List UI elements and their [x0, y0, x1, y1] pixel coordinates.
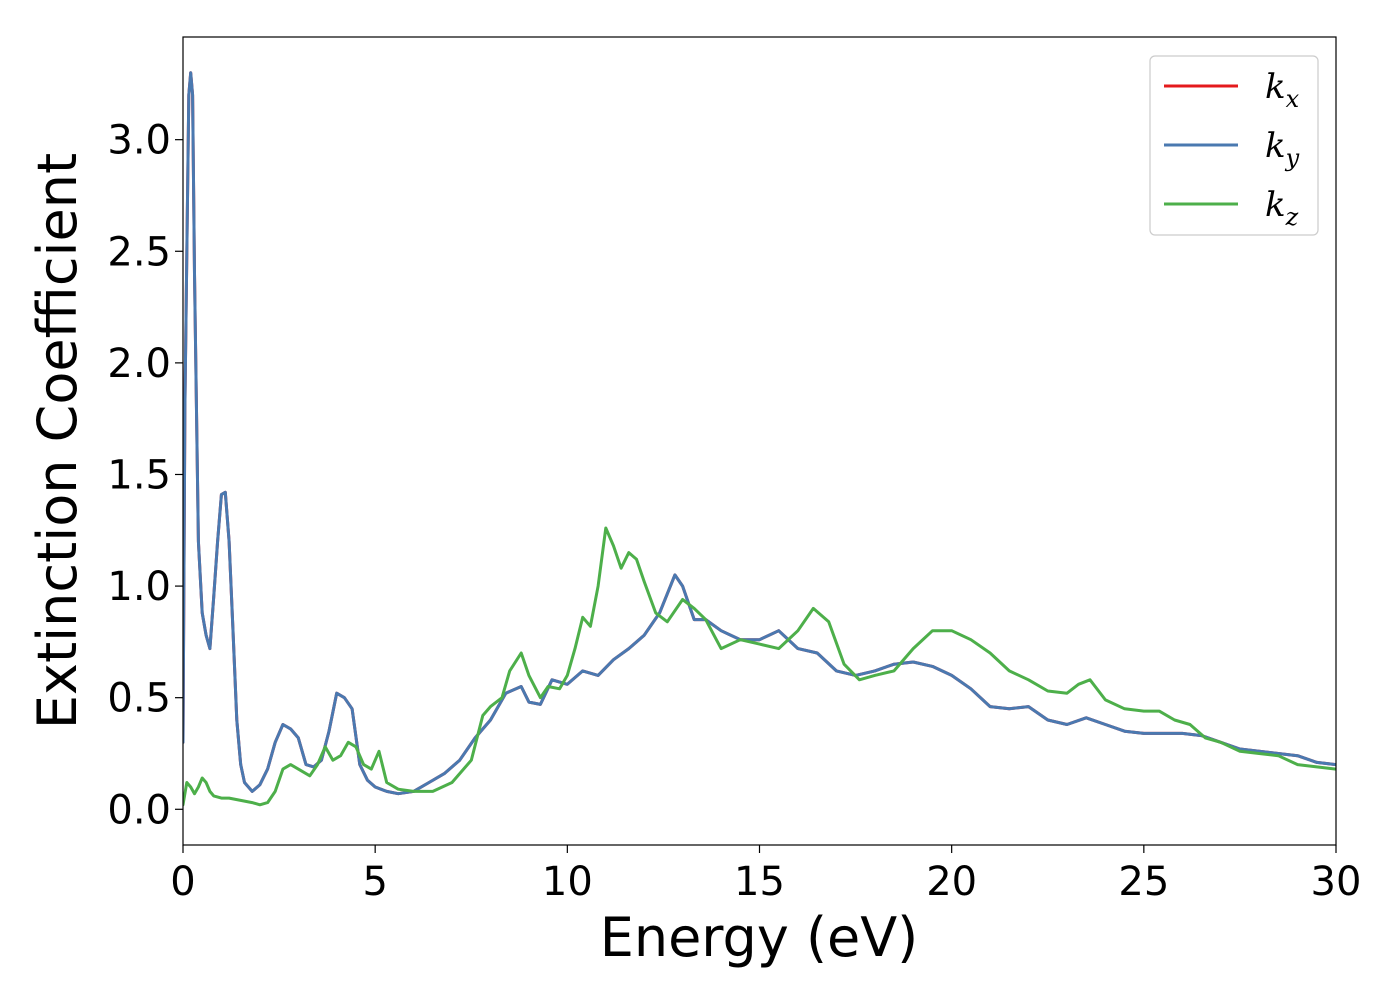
- y-tick-label: 2.5: [107, 229, 171, 275]
- series-line-z: [183, 526, 1336, 807]
- x-tick-label: 0: [170, 859, 195, 905]
- series-layer: [183, 71, 1336, 807]
- x-tick-label: 10: [542, 859, 593, 905]
- y-tick-label: 2.0: [107, 341, 171, 387]
- series-line-y: [183, 71, 1336, 796]
- y-tick-label: 1.0: [107, 564, 171, 610]
- y-axis-title: Extinction Coefficient: [26, 153, 89, 729]
- y-tick-label: 0.0: [107, 787, 171, 833]
- y-tick-label: 0.5: [107, 676, 171, 722]
- x-axis-title: Energy (eV): [600, 906, 919, 969]
- x-tick-label: 15: [734, 859, 785, 905]
- x-tick-label: 30: [1311, 859, 1362, 905]
- y-tick-label: 3.0: [107, 118, 171, 164]
- y-tick-label: 1.5: [107, 452, 171, 498]
- x-tick-label: 20: [926, 859, 977, 905]
- ticks-layer: 0 5 10 15 20 25 30 0.0 0.5 1.0 1.5 2.0 2.5 3.0: [107, 118, 1361, 905]
- x-tick-label: 5: [362, 859, 387, 905]
- x-tick-label: 25: [1118, 859, 1169, 905]
